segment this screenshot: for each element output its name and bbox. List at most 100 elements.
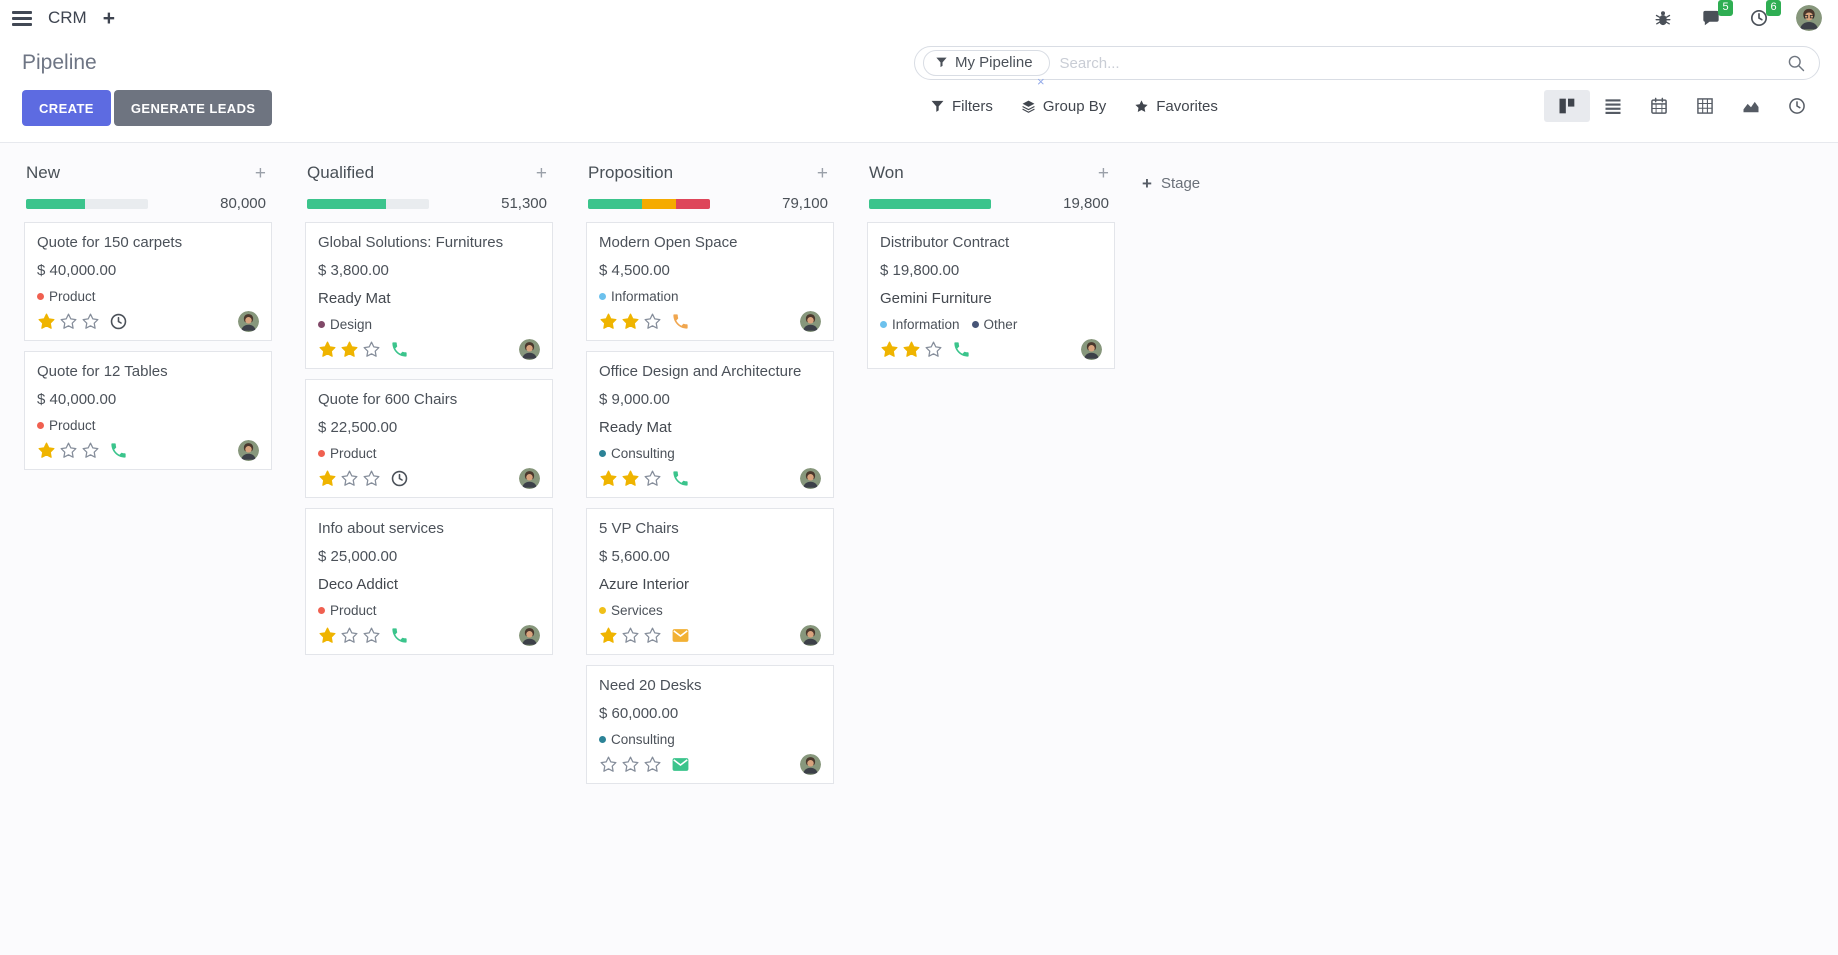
salesperson-avatar[interactable] (800, 468, 821, 489)
priority-star-icon[interactable] (37, 312, 56, 331)
add-app-icon[interactable]: + (102, 6, 115, 30)
search-input[interactable] (1049, 54, 1786, 72)
progress-segment[interactable] (641, 198, 676, 209)
priority-star-icon[interactable] (643, 755, 662, 774)
priority-star-icon[interactable] (81, 441, 100, 460)
messages-icon[interactable]: 5 (1700, 0, 1733, 29)
salesperson-avatar[interactable] (238, 311, 259, 332)
kanban-card[interactable]: Office Design and Architecture $ 9,000.0… (586, 351, 834, 498)
view-kanban-icon[interactable] (1544, 90, 1590, 122)
priority-star-icon[interactable] (643, 626, 662, 645)
priority-star-icon[interactable] (318, 469, 337, 488)
salesperson-avatar[interactable] (238, 440, 259, 461)
progress-segment[interactable] (588, 198, 642, 209)
remove-facet-icon[interactable]: × (1036, 74, 1045, 89)
favorites-dropdown[interactable]: Favorites (1134, 98, 1218, 115)
clock-activity-icon[interactable] (390, 469, 409, 488)
priority-star-icon[interactable] (59, 441, 78, 460)
envelope-activity-icon[interactable] (671, 626, 690, 645)
group-by-dropdown[interactable]: Group By (1021, 98, 1106, 115)
progress-segment[interactable] (26, 198, 85, 209)
priority-star-icon[interactable] (340, 626, 359, 645)
priority-star-icon[interactable] (362, 340, 381, 359)
filters-dropdown[interactable]: Filters (930, 98, 993, 115)
salesperson-avatar[interactable] (800, 754, 821, 775)
create-button[interactable]: CREATE (22, 90, 111, 126)
kanban-card[interactable]: Quote for 600 Chairs $ 22,500.00 Product (305, 379, 553, 498)
progress-segment[interactable] (307, 198, 387, 209)
priority-star-icon[interactable] (621, 469, 640, 488)
quick-add-icon[interactable]: + (816, 162, 828, 184)
phone-activity-icon[interactable] (390, 626, 409, 645)
salesperson-avatar[interactable] (1081, 339, 1102, 360)
kanban-card[interactable]: Quote for 12 Tables $ 40,000.00 Product (24, 351, 272, 470)
app-title[interactable]: CRM (48, 8, 87, 27)
kanban-card[interactable]: Need 20 Desks $ 60,000.00 Consulting (586, 665, 834, 784)
salesperson-avatar[interactable] (519, 468, 540, 489)
priority-star-icon[interactable] (362, 626, 381, 645)
priority-star-icon[interactable] (880, 340, 899, 359)
priority-star-icon[interactable] (621, 755, 640, 774)
quick-add-icon[interactable]: + (254, 162, 266, 184)
salesperson-avatar[interactable] (519, 339, 540, 360)
kanban-card[interactable]: 5 VP Chairs $ 5,600.00 Azure Interior Se… (586, 508, 834, 655)
view-list-icon[interactable] (1590, 90, 1636, 122)
quick-add-icon[interactable]: + (535, 162, 547, 184)
salesperson-avatar[interactable] (800, 625, 821, 646)
user-avatar[interactable] (1796, 5, 1822, 31)
search-icon[interactable] (1786, 53, 1806, 73)
phone-activity-icon[interactable] (952, 340, 971, 359)
view-pivot-icon[interactable] (1682, 90, 1728, 122)
search-bar[interactable]: My Pipeline × (914, 46, 1820, 88)
priority-star-icon[interactable] (643, 312, 662, 331)
column-progressbar[interactable] (26, 198, 148, 209)
salesperson-avatar[interactable] (800, 311, 821, 332)
column-progressbar[interactable] (307, 198, 429, 209)
priority-star-icon[interactable] (599, 469, 618, 488)
tag: Information (880, 317, 960, 332)
priority-star-icon[interactable] (599, 626, 618, 645)
debug-bug-icon[interactable] (1652, 7, 1674, 29)
priority-star-icon[interactable] (81, 312, 100, 331)
phone-activity-icon[interactable] (671, 312, 690, 331)
activities-clock-icon[interactable]: 6 (1748, 0, 1781, 29)
phone-activity-icon[interactable] (671, 469, 690, 488)
priority-star-icon[interactable] (599, 755, 618, 774)
kanban-card[interactable]: Distributor Contract $ 19,800.00 Gemini … (867, 222, 1115, 369)
priority-star-icon[interactable] (340, 340, 359, 359)
salesperson-avatar[interactable] (519, 625, 540, 646)
progress-segment[interactable] (675, 198, 710, 209)
priority-star-icon[interactable] (902, 340, 921, 359)
priority-star-icon[interactable] (643, 469, 662, 488)
column-progressbar[interactable] (588, 198, 710, 209)
kanban-card[interactable]: Quote for 150 carpets $ 40,000.00 Produc… (24, 222, 272, 341)
priority-star-icon[interactable] (362, 469, 381, 488)
add-stage-button[interactable]: + Stage (1142, 175, 1200, 192)
priority-star-icon[interactable] (318, 626, 337, 645)
view-activity-icon[interactable] (1774, 90, 1820, 122)
quick-add-icon[interactable]: + (1097, 162, 1109, 184)
priority-star-icon[interactable] (318, 340, 337, 359)
priority-star-icon[interactable] (621, 626, 640, 645)
phone-activity-icon[interactable] (390, 340, 409, 359)
view-calendar-icon[interactable] (1636, 90, 1682, 122)
kanban-card[interactable]: Global Solutions: Furnitures $ 3,800.00 … (305, 222, 553, 369)
kanban-card[interactable]: Modern Open Space $ 4,500.00 Information (586, 222, 834, 341)
priority-star-icon[interactable] (621, 312, 640, 331)
priority-star-icon[interactable] (924, 340, 943, 359)
clock-activity-icon[interactable] (109, 312, 128, 331)
search-facet-my-pipeline[interactable]: My Pipeline × (923, 50, 1050, 88)
envelope-activity-icon[interactable] (671, 755, 690, 774)
card-title: Quote for 150 carpets (37, 234, 183, 251)
priority-star-icon[interactable] (599, 312, 618, 331)
view-graph-icon[interactable] (1728, 90, 1774, 122)
apps-menu-icon[interactable] (12, 10, 32, 26)
phone-activity-icon[interactable] (109, 441, 128, 460)
priority-star-icon[interactable] (37, 441, 56, 460)
priority-star-icon[interactable] (59, 312, 78, 331)
kanban-card[interactable]: Info about services $ 25,000.00 Deco Add… (305, 508, 553, 655)
column-progressbar[interactable] (869, 198, 991, 209)
priority-star-icon[interactable] (340, 469, 359, 488)
generate-leads-button[interactable]: GENERATE LEADS (113, 90, 273, 126)
progress-segment[interactable] (869, 198, 991, 209)
